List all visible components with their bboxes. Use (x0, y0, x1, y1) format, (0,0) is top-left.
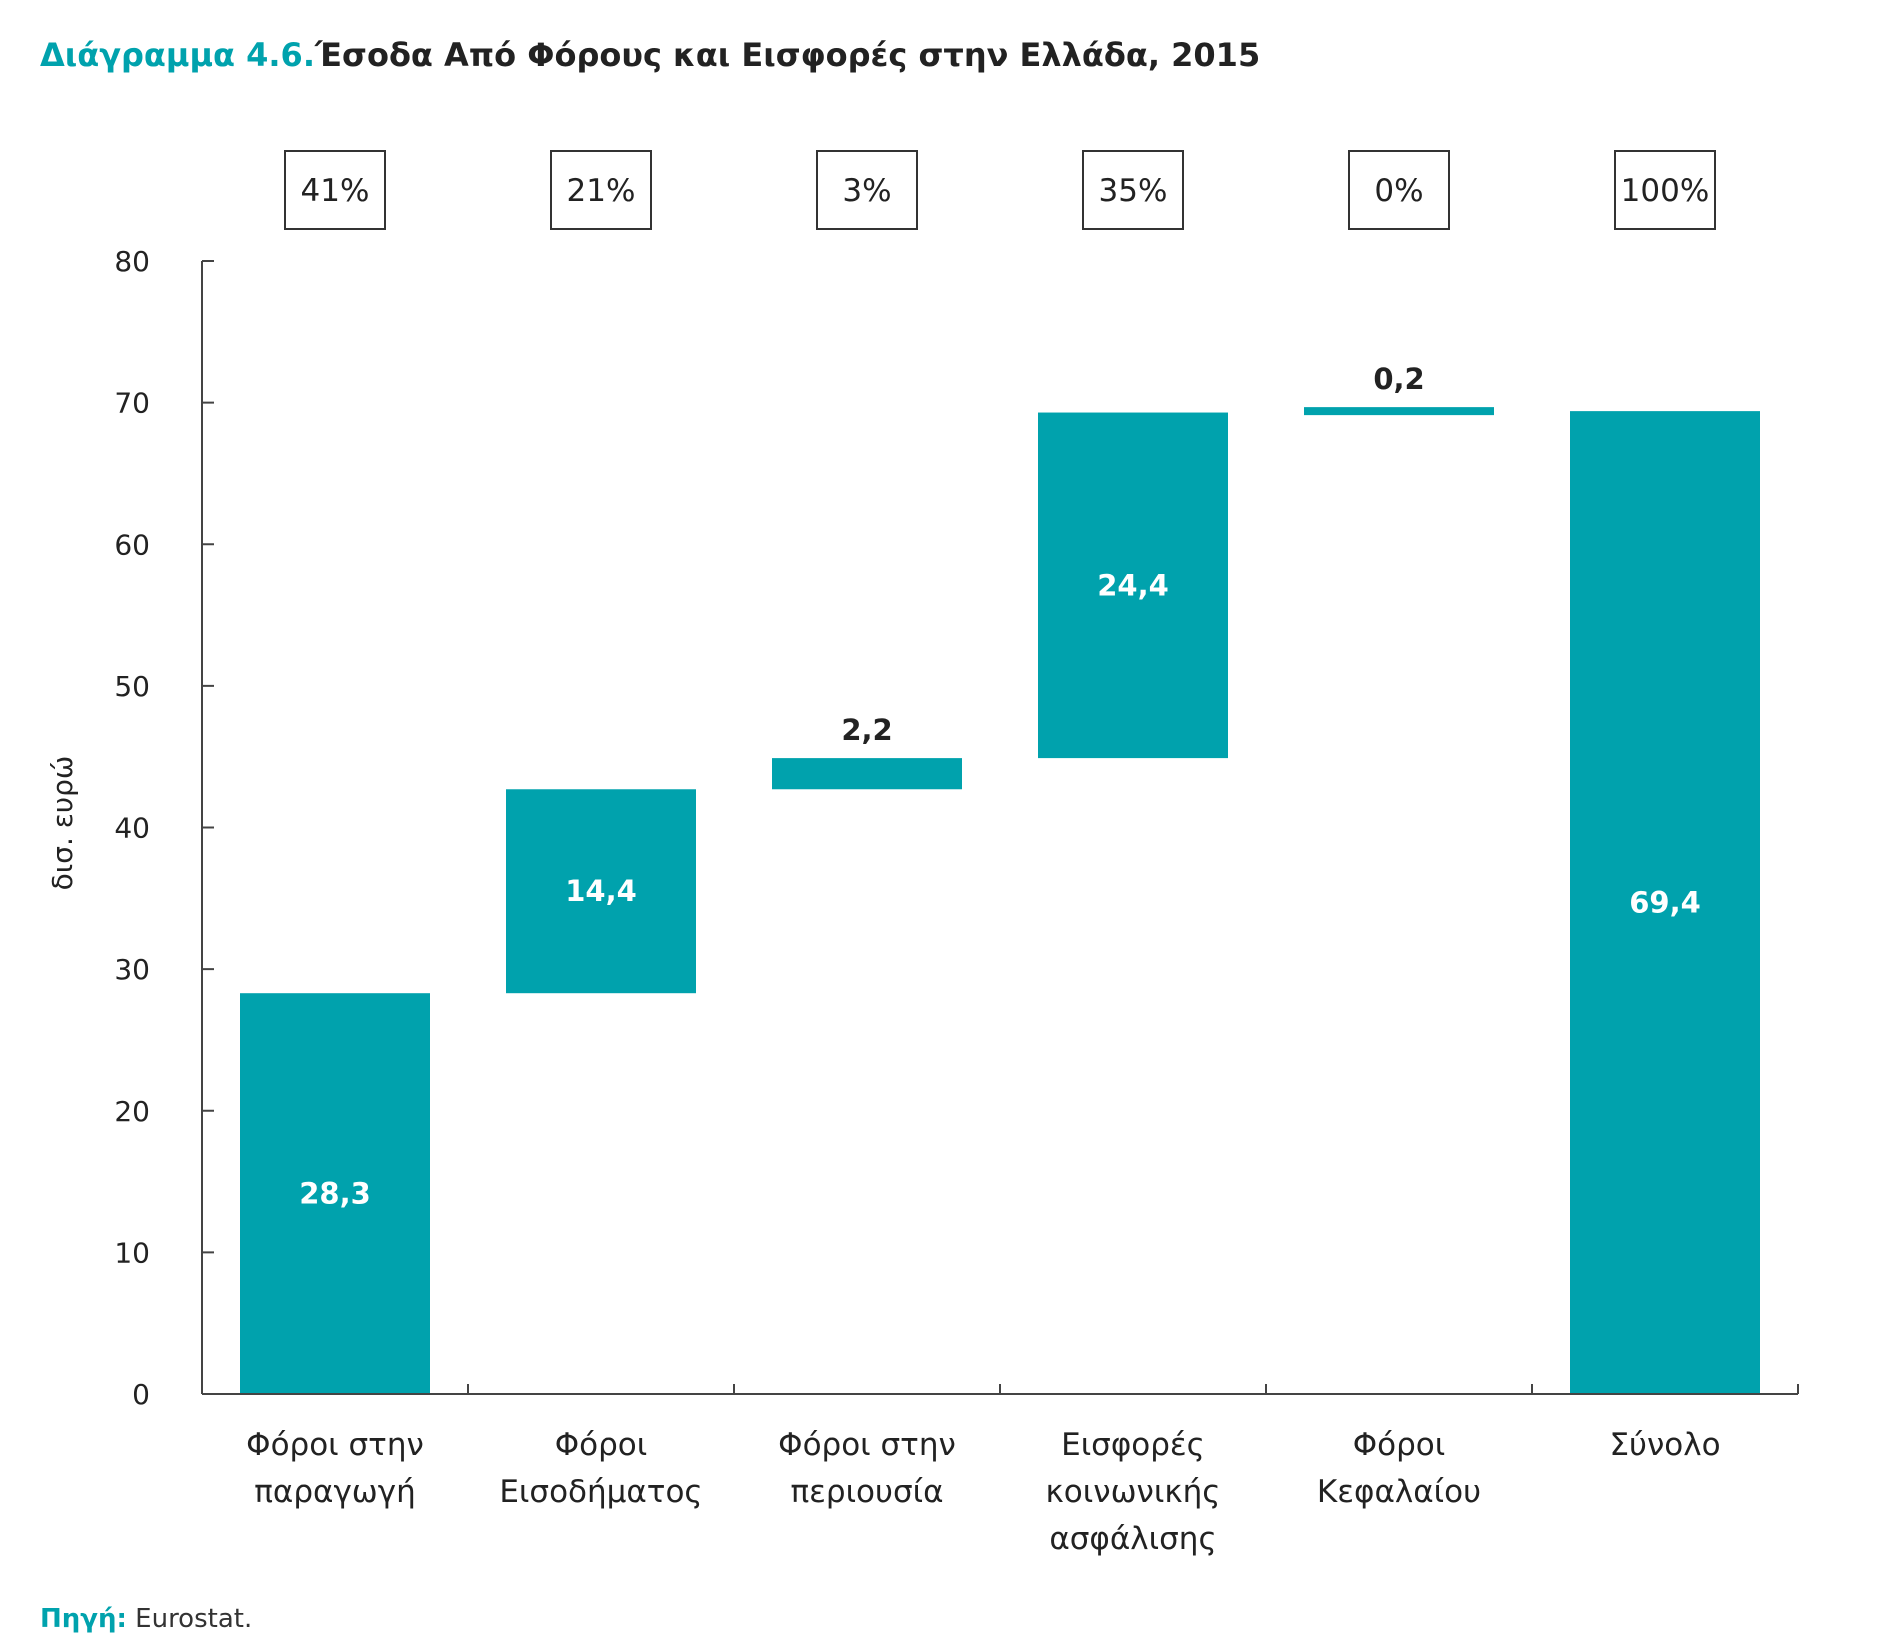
source-label: Πηγή: (40, 1604, 127, 1634)
share-box (1614, 150, 1716, 230)
chart-title-text: Έσοδα Από Φόρους και Εισφορές στην Ελλάδ… (314, 36, 1261, 74)
bar-value-label: 28,3 (299, 1177, 371, 1211)
x-category-label: Σύνολο (1609, 1427, 1720, 1463)
bar (1038, 412, 1228, 759)
x-category-label: Εισοδήματος (499, 1474, 702, 1510)
bar-value-label: 24,4 (1097, 568, 1169, 602)
y-tick-label: 0 (132, 1378, 150, 1411)
y-tick-label: 40 (114, 812, 150, 845)
x-category-label: κοινωνικής (1046, 1474, 1221, 1510)
share-label: 41% (301, 173, 370, 209)
value-labels: 28,3 14,4 2,2 24,4 0,2 69,4 (299, 362, 1701, 1210)
x-category-label: Κεφαλαίου (1317, 1474, 1481, 1510)
bar-value-label: 69,4 (1629, 886, 1701, 920)
share-box (816, 150, 918, 230)
chart-title: Διάγραμμα 4.6.Έσοδα Από Φόρους και Εισφο… (40, 36, 1260, 74)
bar (1570, 411, 1760, 1394)
x-category-label: Φόροι (1353, 1427, 1446, 1463)
x-category-label: Φόροι στην (778, 1427, 956, 1463)
x-category-label: Φόροι στην (246, 1427, 424, 1463)
share-box (1082, 150, 1184, 230)
chart-title-prefix: Διάγραμμα 4.6. (40, 36, 315, 74)
bar-value-label: 2,2 (841, 713, 892, 747)
y-tick-label: 80 (114, 245, 150, 278)
bar (506, 789, 696, 994)
y-tick-label: 10 (114, 1236, 150, 1269)
source-note: Πηγή: Eurostat. (40, 1604, 252, 1634)
bar (1304, 407, 1494, 416)
bar-value-label: 0,2 (1373, 362, 1424, 396)
x-category-label: Φόροι (555, 1427, 648, 1463)
bar (772, 758, 962, 790)
axes: 0 10 20 30 40 50 60 70 80 (114, 245, 1799, 1411)
bars (240, 407, 1760, 1394)
share-label: 35% (1099, 173, 1168, 209)
y-tick-label: 20 (114, 1095, 150, 1128)
x-axis-labels: Φόροι στην παραγωγή Φόροι Εισοδήματος Φόροι … (246, 1427, 1720, 1557)
x-category-label: Εισφορές (1061, 1427, 1205, 1463)
share-label: 21% (567, 173, 636, 209)
share-box (550, 150, 652, 230)
y-axis-title: δισ. ευρώ (46, 756, 79, 891)
share-boxes: 41% 21% 3% 35% 0% 100% (284, 150, 1716, 230)
y-tick-label: 50 (114, 670, 150, 703)
bar-value-label: 14,4 (565, 874, 637, 908)
y-tick-label: 70 (114, 387, 150, 420)
y-tick-label: 60 (114, 528, 150, 561)
x-category-label: ασφάλισης (1049, 1521, 1216, 1557)
x-category-label: παραγωγή (254, 1474, 416, 1510)
x-category-label: περιουσία (790, 1474, 943, 1510)
share-label: 100% (1621, 173, 1710, 209)
share-label: 3% (842, 173, 891, 209)
source-text: Eurostat. (135, 1604, 253, 1634)
bar (240, 993, 430, 1394)
y-tick-label: 30 (114, 953, 150, 986)
share-box (1348, 150, 1450, 230)
share-box (284, 150, 386, 230)
share-label: 0% (1374, 173, 1423, 209)
